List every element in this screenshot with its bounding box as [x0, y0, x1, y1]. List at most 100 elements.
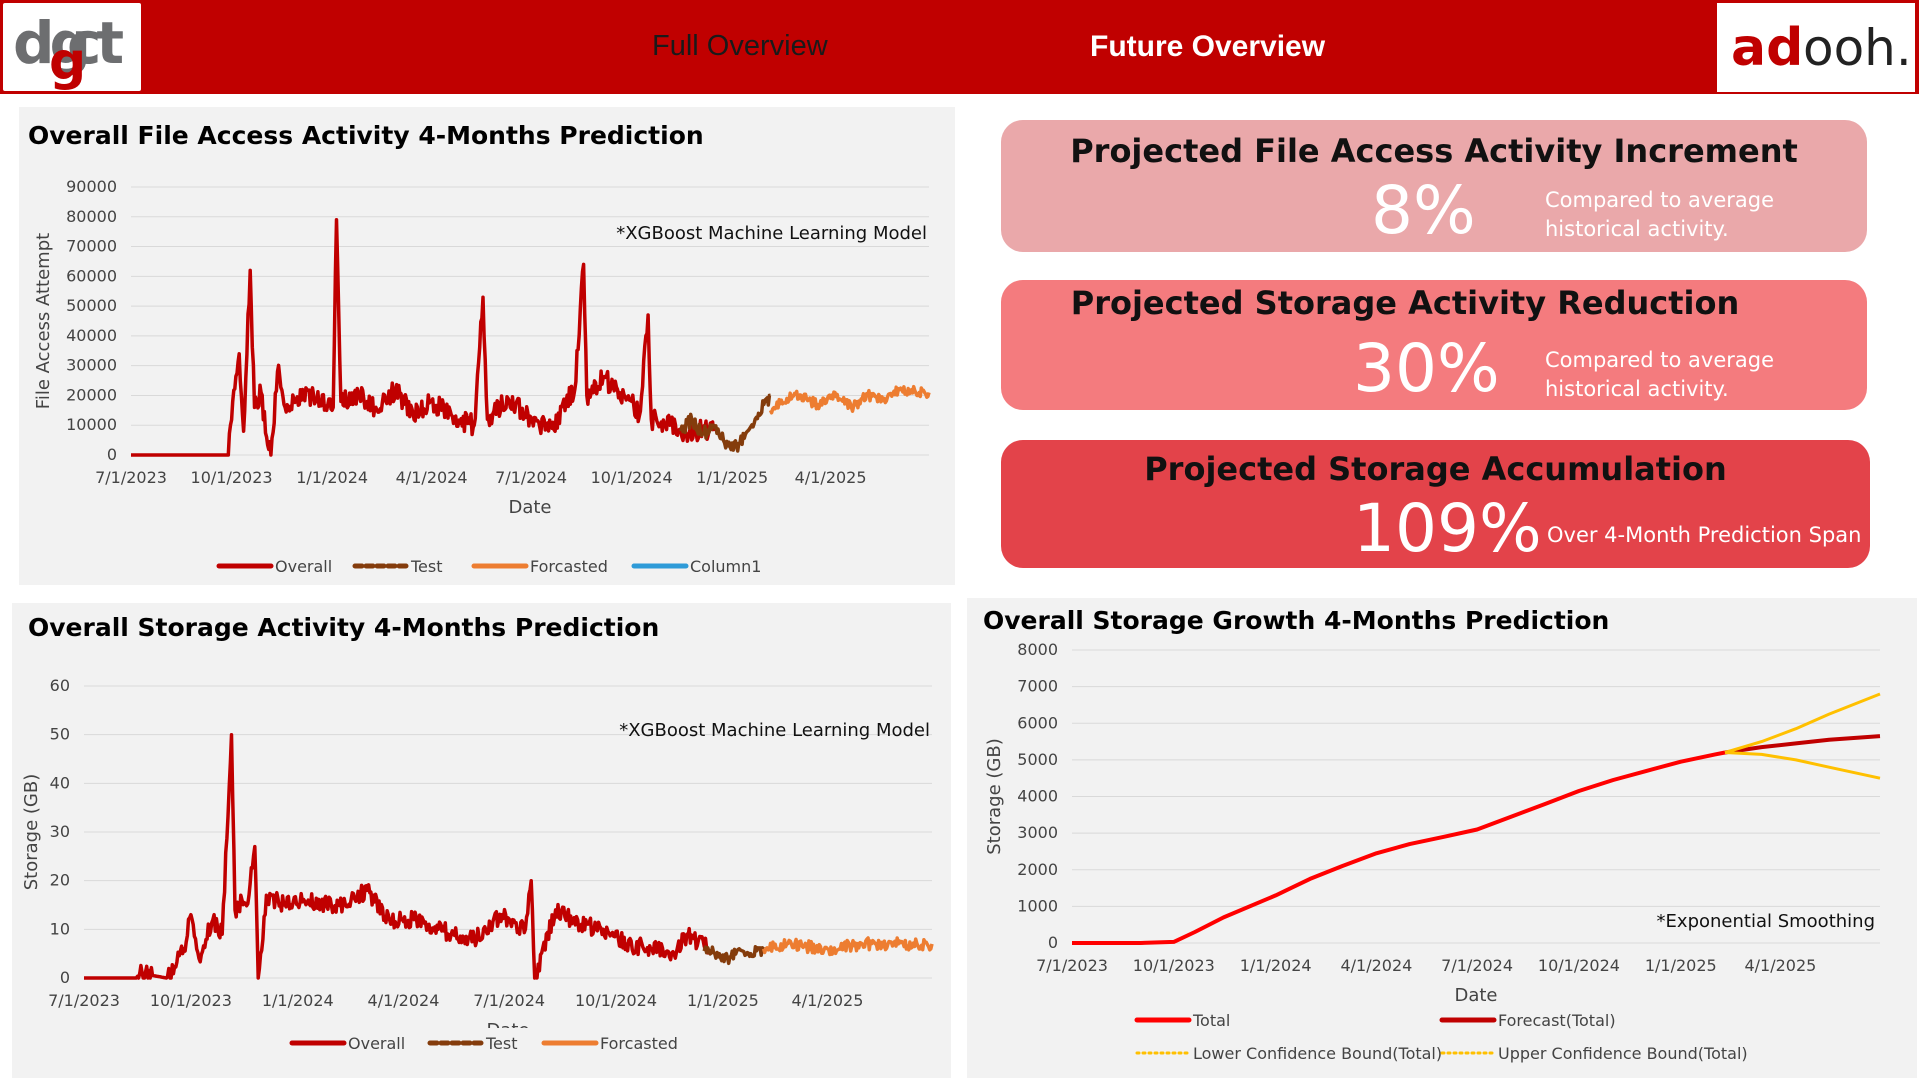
y-tick-label: 30: [50, 822, 70, 841]
legend-item: Overall: [289, 1034, 405, 1053]
y-tick-label: 90000: [66, 177, 117, 196]
legend-item: Test: [427, 1034, 518, 1053]
x-tick-label: 7/1/2023: [1036, 956, 1108, 975]
legend-item: Test: [352, 557, 443, 576]
legend-label: Lower Confidence Bound(Total): [1193, 1044, 1442, 1063]
x-tick-label: 4/1/2025: [792, 991, 864, 1010]
legend-item: Forcasted: [541, 1034, 678, 1053]
x-tick-label: 10/1/2024: [591, 468, 673, 487]
kpi-card-storage-reduction: Projected Storage Activity Reduction 30%…: [1001, 280, 1867, 410]
y-axis-label: Storage (GB): [984, 738, 1005, 855]
legend-label: Overall: [348, 1034, 405, 1053]
series-line-test: [679, 393, 772, 453]
legend-item: Column1: [631, 557, 761, 576]
x-axis-label: Date: [508, 497, 551, 517]
y-tick-label: 1000: [1017, 896, 1058, 915]
nav-future-overview[interactable]: Future Overview: [1090, 30, 1326, 63]
series-line-forcasted: [768, 384, 931, 415]
kpi-note-line2: historical activity.: [1545, 217, 1729, 241]
x-axis-label: Date: [486, 1020, 529, 1028]
x-tick-label: 10/1/2023: [191, 468, 273, 487]
x-tick-label: 1/1/2024: [262, 991, 334, 1010]
x-tick-label: 4/1/2024: [1340, 956, 1412, 975]
x-tick-label: 10/1/2023: [1133, 956, 1215, 975]
x-tick-label: 1/1/2024: [296, 468, 368, 487]
y-tick-label: 0: [60, 968, 70, 987]
series-line-overall: [83, 732, 711, 980]
y-tick-label: 5000: [1017, 750, 1058, 769]
y-tick-label: 40: [50, 773, 70, 792]
series-line-forecast-total-: [1724, 734, 1881, 755]
y-tick-label: 0: [107, 445, 117, 464]
storage-growth-panel: Overall Storage Growth 4-Months Predicti…: [967, 598, 1917, 1078]
kpi-value: 30%: [1353, 330, 1500, 407]
y-tick-label: 4000: [1017, 787, 1058, 806]
y-tick-label: 6000: [1017, 713, 1058, 732]
y-tick-label: 20000: [66, 385, 117, 404]
kpi-title: Projected File Access Activity Increment: [1070, 132, 1798, 170]
legend-item: Forcasted: [471, 557, 608, 576]
kpi-title: Projected Storage Accumulation: [1144, 450, 1727, 488]
legend-item: Forecast(Total): [1439, 1011, 1616, 1030]
header-bar: dg ct g Full Overview Future Overview ad…: [0, 0, 1919, 94]
y-tick-label: 0: [1048, 933, 1058, 952]
nav-full-overview[interactable]: Full Overview: [652, 30, 828, 62]
storage-activity-legend: Overall Test Forcasted: [289, 1034, 678, 1053]
legend-item: Overall: [216, 557, 332, 576]
legend-label: Column1: [690, 557, 761, 576]
series-line-lower-confidence-bound-total-: [1724, 751, 1881, 780]
legend-label: Overall: [275, 557, 332, 576]
legend-label: Forcasted: [600, 1034, 678, 1053]
panel-title: Overall Storage Activity 4-Months Predic…: [28, 613, 660, 642]
y-tick-label: 10: [50, 919, 70, 938]
storage-growth-chart: 0 1000 2000 3000 4000 5000 6000 7000 8000 7/1/202…: [984, 640, 1881, 1006]
kpi-note-line1: Over 4-Month Prediction Span: [1547, 523, 1862, 547]
y-tick-label: 60: [50, 676, 70, 695]
legend-label: Total: [1192, 1011, 1230, 1030]
kpi-note-line1: Compared to average: [1545, 188, 1774, 212]
svg-text:dg: dg: [13, 9, 87, 77]
x-tick-label: 1/1/2025: [1645, 956, 1717, 975]
file-access-panel: Overall File Access Activity 4-Months Pr…: [19, 107, 955, 585]
legend-item: Total: [1134, 1011, 1230, 1030]
svg-text:ad: ad: [1731, 18, 1803, 78]
model-annotation: *Exponential Smoothing: [1657, 911, 1875, 932]
storage-activity-panel: Overall Storage Activity 4-Months Predic…: [12, 603, 951, 1078]
kpi-card-storage-accumulation: Projected Storage Accumulation 109% Over…: [1001, 440, 1870, 568]
x-tick-label: 4/1/2025: [795, 468, 867, 487]
legend-item: Upper Confidence Bound(Total): [1440, 1044, 1748, 1063]
x-tick-label: 7/1/2024: [1441, 956, 1513, 975]
y-tick-label: 60000: [66, 266, 117, 285]
storage-activity-chart: 0 10 20 30 40 50 60 7/1/2023 10/1/2023 1/1/2024 4/…: [21, 676, 934, 1028]
kpi-card-file-access: Projected File Access Activity Increment…: [1001, 120, 1867, 252]
x-tick-label: 10/1/2023: [150, 991, 232, 1010]
legend-item: Lower Confidence Bound(Total): [1135, 1044, 1442, 1063]
y-tick-label: 40000: [66, 326, 117, 345]
y-tick-label: 70000: [66, 237, 117, 256]
x-tick-label: 4/1/2024: [396, 468, 468, 487]
x-tick-label: 7/1/2024: [473, 991, 545, 1010]
x-tick-label: 1/1/2025: [696, 468, 768, 487]
series-line-test: [702, 944, 765, 966]
x-tick-label: 7/1/2023: [95, 468, 167, 487]
panel-title: Overall Storage Growth 4-Months Predicti…: [983, 606, 1610, 635]
y-tick-label: 80000: [66, 207, 117, 226]
legend-label: Forecast(Total): [1498, 1011, 1616, 1030]
y-tick-label: 50: [50, 725, 70, 744]
model-annotation: *XGBoost Machine Learning Model: [619, 720, 930, 741]
y-tick-label: 8000: [1017, 640, 1058, 659]
x-tick-label: 1/1/2025: [687, 991, 759, 1010]
y-tick-label: 30000: [66, 356, 117, 375]
legend-label: Forcasted: [530, 557, 608, 576]
kpi-title: Projected Storage Activity Reduction: [1070, 284, 1740, 322]
y-tick-label: 3000: [1017, 823, 1058, 842]
legend-label: Upper Confidence Bound(Total): [1498, 1044, 1748, 1063]
y-tick-label: 20: [50, 871, 70, 890]
y-tick-label: 7000: [1017, 677, 1058, 696]
y-tick-label: 50000: [66, 296, 117, 315]
storage-growth-legend: Total Forecast(Total) Lower Confidence Bou…: [1134, 1011, 1748, 1063]
series-line-upper-confidence-bound-total-: [1724, 692, 1881, 754]
svg-text:ooh.: ooh.: [1803, 19, 1912, 77]
kpi-value: 8%: [1371, 172, 1476, 249]
adooh-logo: ad ooh.: [1716, 2, 1916, 93]
